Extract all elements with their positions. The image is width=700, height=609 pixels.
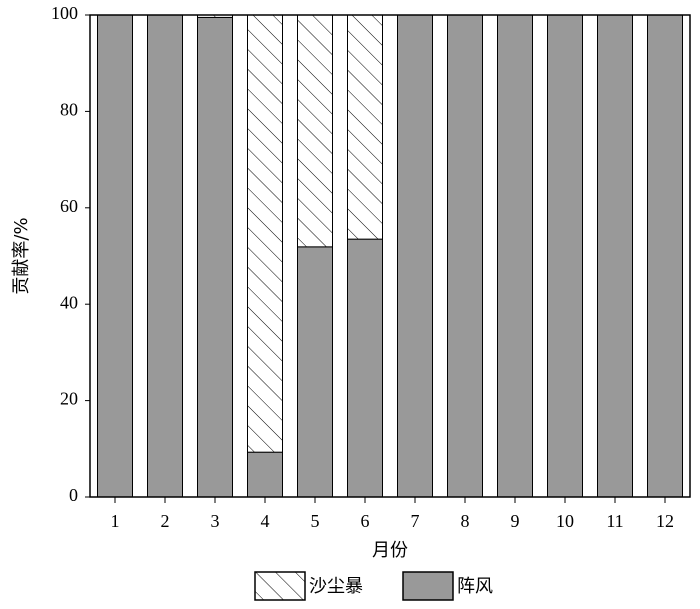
y-tick-label: 20 xyxy=(60,389,78,409)
x-tick-label: 4 xyxy=(261,511,270,531)
bar-segment xyxy=(347,238,383,498)
y-tick-label: 100 xyxy=(51,3,78,23)
x-tick-label: 8 xyxy=(461,511,470,531)
bar-segment xyxy=(97,14,133,498)
bar-segment xyxy=(297,14,333,248)
legend-swatch xyxy=(254,571,306,601)
legend-label: 沙尘暴 xyxy=(309,576,363,597)
bar-segment xyxy=(197,16,233,498)
x-tick-label: 5 xyxy=(311,511,320,531)
y-tick-label: 60 xyxy=(60,196,78,216)
x-tick-label: 1 xyxy=(111,511,120,531)
x-tick-label: 11 xyxy=(606,511,623,531)
y-axis-label: 贡献率/% xyxy=(11,217,32,294)
bar-segment xyxy=(597,14,633,498)
bar-segment xyxy=(347,14,383,240)
bar-segment xyxy=(247,14,283,453)
bar-segment xyxy=(147,14,183,498)
x-tick-label: 6 xyxy=(361,511,370,531)
bar-segment xyxy=(397,14,433,498)
x-tick-label: 9 xyxy=(511,511,520,531)
x-tick-label: 7 xyxy=(411,511,420,531)
x-tick-label: 12 xyxy=(656,511,674,531)
bar-segment xyxy=(497,14,533,498)
x-axis-label: 月份 xyxy=(372,540,408,561)
bar-segment xyxy=(547,14,583,498)
x-tick-label: 10 xyxy=(556,511,574,531)
x-tick-label: 3 xyxy=(211,511,220,531)
legend-swatch xyxy=(402,571,454,601)
plot-frame xyxy=(89,14,691,498)
bar-segment xyxy=(647,14,683,498)
bar-segment xyxy=(447,14,483,498)
y-tick-label: 80 xyxy=(60,100,78,120)
x-tick-label: 2 xyxy=(161,511,170,531)
bar-segment xyxy=(247,451,283,498)
y-tick-label: 40 xyxy=(60,292,78,312)
bar-segment xyxy=(297,246,333,498)
y-tick-label: 0 xyxy=(69,485,78,505)
legend-label: 阵风 xyxy=(457,576,493,597)
